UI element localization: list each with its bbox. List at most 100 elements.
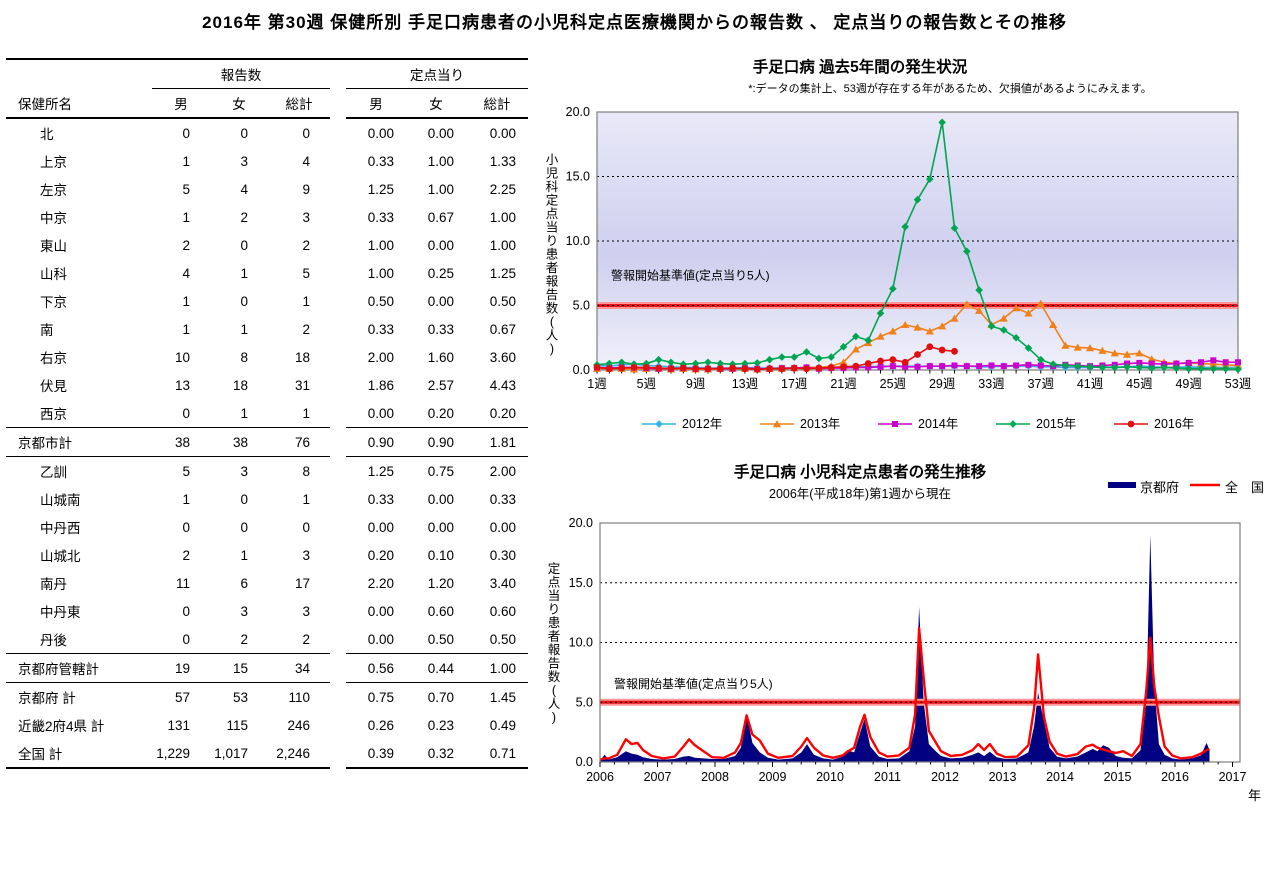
svg-text:2013: 2013 [989,770,1017,784]
column-gap [330,541,346,569]
svg-text:5.0: 5.0 [576,695,593,709]
svg-text:2016: 2016 [1161,770,1189,784]
report-count: 2 [302,237,310,253]
per-sentinel-rate: 0.00 [489,519,516,535]
svg-text:15.0: 15.0 [569,576,593,590]
svg-text:9週: 9週 [686,377,706,391]
report-count: 13 [174,377,190,393]
health-center-name: 近畿2府4県 計 [18,719,105,734]
svg-text:2012年: 2012年 [682,417,722,431]
report-count: 34 [268,653,330,683]
health-center-table: 報告数 定点当り 保健所名男女総計男女総計北 0 0 0 0.00 0.00 0.00 上京 1 3 4… [6,58,528,769]
chart2-x-axis-title: 年 [1248,788,1261,803]
chart1-x-axis: 1週 5週 9週 13週 17週 21週 25週 29週 33週 37週 41週 45週 49週 53週 [587,370,1252,391]
report-count: 1 [302,405,310,421]
per-sentinel-rate: 1.00 [367,237,394,253]
svg-text:33週: 33週 [978,377,1005,391]
per-sentinel-rate: 0.56 [346,653,406,683]
report-count: 4 [302,153,310,169]
report-count: 3 [302,603,310,619]
per-sentinel-rate: 0.26 [367,717,394,733]
report-count: 18 [294,349,310,365]
per-sentinel-rate: 0.00 [427,125,454,141]
per-sentinel-rate: 0.10 [427,547,454,563]
health-center-name: 京都府管轄計 [6,653,152,683]
table-row: 山科 4 1 5 1.00 0.25 1.25 [6,259,528,287]
column-gap [330,175,346,203]
svg-text:13週: 13週 [732,377,759,391]
column-header: 総計 [268,88,330,119]
column-gap [330,513,346,541]
per-sentinel-rate: 1.81 [466,427,528,457]
column-header: 女 [210,88,268,119]
per-sentinel-rate: 2.00 [489,463,516,479]
health-center-name: 下京 [40,295,67,310]
column-gap [330,654,346,683]
per-sentinel-rate: 1.00 [427,181,454,197]
health-center-name: 乙訓 [40,465,67,480]
column-gap [330,485,346,513]
per-sentinel-rate: 0.20 [427,405,454,421]
report-count: 38 [152,427,210,457]
column-gap [330,231,346,259]
per-sentinel-rate: 0.33 [367,209,394,225]
per-sentinel-rate: 0.23 [427,717,454,733]
report-count: 1 [240,265,248,281]
table-row: 京都府管轄計 19 15 34 0.56 0.44 1.00 [6,653,528,683]
svg-text:45週: 45週 [1126,377,1153,391]
column-gap [330,147,346,175]
column-gap [330,711,346,739]
longterm-trend-chart: 手足口病 小児科定点患者の発生推移 2006年(平成18年)第1週から現在 京都府 全… [548,462,1264,803]
report-count: 246 [287,717,310,733]
table-row: 下京 1 0 1 0.50 0.00 0.50 [6,287,528,315]
report-count: 5 [182,181,190,197]
report-count: 9 [302,181,310,197]
per-sentinel-rate: 0.75 [427,463,454,479]
per-sentinel-rate: 0.32 [406,739,466,769]
per-sentinel-rate: 0.20 [367,547,394,563]
report-count: 1,229 [152,739,210,769]
report-count: 110 [288,689,310,705]
report-count: 131 [167,717,190,733]
report-count: 1 [302,491,310,507]
svg-text:2015: 2015 [1104,770,1132,784]
per-sentinel-rate: 0.60 [427,603,454,619]
health-center-name: 北 [40,127,54,142]
per-sentinel-rate: 0.70 [427,689,454,705]
column-gap [330,343,346,371]
per-sentinel-rate: 0.49 [489,717,516,733]
svg-text:29週: 29週 [929,377,956,391]
column-gap [330,739,346,768]
svg-text:2010: 2010 [816,770,844,784]
per-sentinel-rate: 0.00 [367,125,394,141]
report-count: 0 [302,519,310,535]
report-count: 1 [302,293,310,309]
column-header: 男 [152,88,210,119]
report-count: 1 [182,153,190,169]
chart2-kyoto-area [600,535,1210,762]
svg-text:21週: 21週 [830,377,857,391]
report-count: 0 [240,293,248,309]
report-count: 1 [240,321,248,337]
table-row: 南丹 11 6 17 2.20 1.20 3.40 [6,569,528,597]
svg-text:53週: 53週 [1225,377,1252,391]
chart2-alert-label: 警報開始基準値(定点当り5人) [614,676,773,691]
svg-text:25週: 25週 [880,377,907,391]
table-row: 乙訓 5 3 8 1.25 0.75 2.00 [6,457,528,486]
chart2-legend: 京都府 全 国 [1108,480,1264,495]
report-count: 5 [182,463,190,479]
per-sentinel-rate: 1.60 [427,349,454,365]
per-sentinel-rate: 0.90 [346,427,406,457]
health-center-name: 伏見 [40,379,67,394]
chart2-plot-border [599,522,1241,763]
health-center-name: 中丹西 [40,521,81,536]
group-header-reports: 報告数 [152,58,330,89]
table-row: 全国 計 1,229 1,017 2,246 0.39 0.32 0.71 [6,739,528,769]
per-sentinel-rate: 0.67 [489,321,516,337]
chart2-title: 手足口病 小児科定点患者の発生推移 [734,462,987,481]
report-count: 2 [302,631,310,647]
report-count: 1 [182,491,190,507]
table-row: 中丹東 0 3 3 0.00 0.60 0.60 [6,597,528,625]
chart1-y-axis: 0.0 5.0 10.0 15.0 20.0 [566,105,590,377]
per-sentinel-rate: 0.00 [427,293,454,309]
